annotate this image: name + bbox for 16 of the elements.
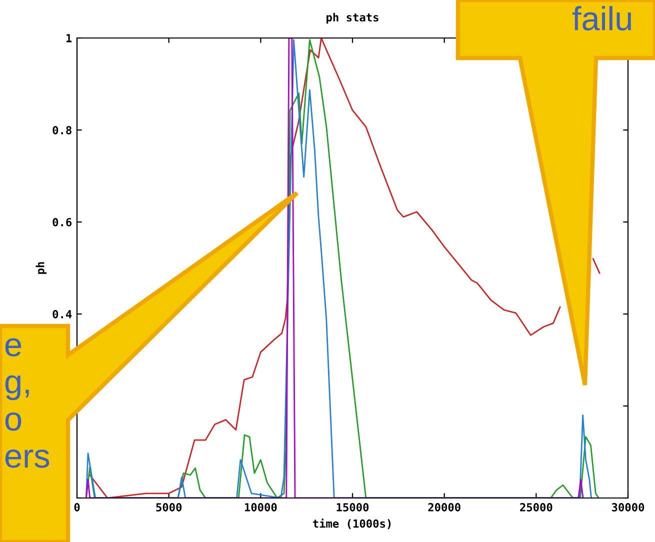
y-tick-label: 0.6 xyxy=(52,218,72,226)
y-tick-label: 0.4 xyxy=(52,310,72,318)
y-tick-label: 1 xyxy=(66,34,72,42)
text: failu xyxy=(572,6,631,30)
x-tick-label: 30000 xyxy=(612,503,644,512)
x-tick-label: 15000 xyxy=(336,503,369,512)
x-tick-label: 0 xyxy=(74,503,80,512)
x-tick-label: 5000 xyxy=(156,503,182,512)
x-tick-label: 10000 xyxy=(244,503,277,512)
x-axis-title: time (1000s) xyxy=(312,518,391,530)
text: e g, o ers xyxy=(5,338,50,468)
chart-title: ph stats xyxy=(326,12,378,24)
x-tick-label: 20000 xyxy=(428,503,460,512)
x-tick-label: 25000 xyxy=(520,503,552,512)
y-axis-title: ph xyxy=(36,262,47,274)
y-tick-label: 0.8 xyxy=(52,126,72,134)
